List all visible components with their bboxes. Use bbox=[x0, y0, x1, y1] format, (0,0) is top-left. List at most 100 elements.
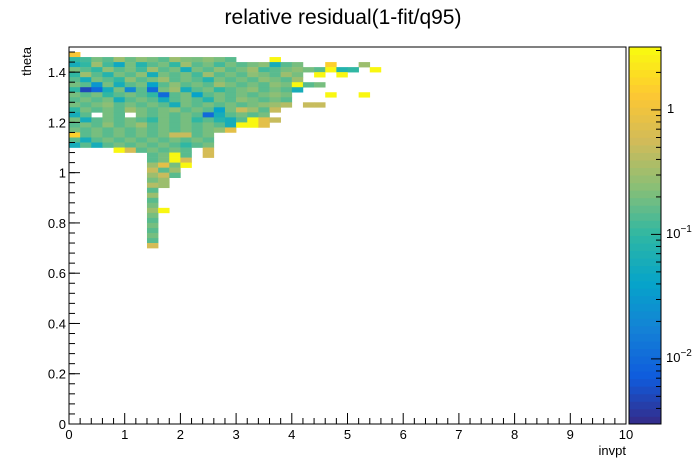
x-tick-label: 5 bbox=[344, 427, 351, 442]
colorbar-band bbox=[629, 250, 661, 259]
x-tick-label: 3 bbox=[232, 427, 239, 442]
heatmap-cell bbox=[158, 172, 170, 178]
heatmap-cell bbox=[202, 82, 215, 88]
heatmap-cell bbox=[146, 157, 159, 163]
heatmap-cell bbox=[158, 107, 170, 113]
heatmap-cell bbox=[202, 137, 215, 143]
heatmap-cell bbox=[169, 67, 181, 73]
heatmap-cell bbox=[236, 97, 248, 103]
heatmap-cell bbox=[102, 87, 114, 93]
heatmap-cell bbox=[91, 62, 103, 68]
heatmap-cell bbox=[258, 67, 270, 73]
heatmap-cell bbox=[202, 127, 215, 133]
heatmap-cell bbox=[135, 62, 148, 68]
heatmap-cell bbox=[146, 87, 159, 93]
heatmap-cell bbox=[302, 82, 315, 88]
colorbar-band bbox=[629, 393, 661, 402]
heatmap-cell bbox=[213, 127, 226, 133]
colorbar-band bbox=[629, 92, 661, 101]
heatmap-cell bbox=[202, 97, 215, 103]
heatmap-cell bbox=[124, 102, 137, 108]
heatmap-cell bbox=[202, 112, 215, 118]
heatmap-cell bbox=[146, 137, 159, 143]
heatmap-cell bbox=[80, 72, 92, 78]
heatmap-cell bbox=[146, 107, 159, 113]
heatmap-cell bbox=[258, 97, 270, 103]
colorbar-band bbox=[629, 310, 661, 319]
heatmap-cell bbox=[213, 112, 226, 118]
x-tick-label: 0 bbox=[65, 427, 72, 442]
heatmap-cell bbox=[236, 72, 248, 78]
heatmap-cell bbox=[258, 107, 270, 113]
heatmap-cell bbox=[69, 107, 81, 113]
heatmap-cell bbox=[202, 102, 215, 108]
heatmap-cell bbox=[236, 67, 248, 73]
heatmap-cell bbox=[113, 72, 125, 78]
heatmap-cell bbox=[158, 177, 170, 184]
heatmap-cell bbox=[146, 127, 159, 133]
heatmap-cell bbox=[158, 82, 170, 88]
heatmap-cell bbox=[146, 102, 159, 108]
heatmap-cell bbox=[124, 57, 137, 63]
heatmap-cell bbox=[202, 147, 215, 153]
heatmap-cell bbox=[146, 82, 159, 88]
heatmap-cell bbox=[158, 157, 170, 163]
heatmap-cell bbox=[146, 232, 159, 239]
heatmap-cell bbox=[135, 142, 148, 148]
heatmap-cell bbox=[69, 77, 81, 83]
heatmap-cell bbox=[135, 92, 148, 98]
colorbar-label-1e-1: 10−1 bbox=[666, 224, 692, 241]
heatmap-cell bbox=[213, 62, 226, 68]
heatmap-cell bbox=[224, 127, 237, 133]
heatmap-cell bbox=[124, 82, 137, 88]
heatmap-cell bbox=[191, 87, 203, 93]
colorbar-band bbox=[629, 341, 661, 349]
heatmap-cell bbox=[146, 238, 159, 244]
heatmap-cell bbox=[191, 142, 203, 148]
heatmap-cell bbox=[291, 62, 304, 68]
heatmap-cell bbox=[158, 77, 170, 83]
heatmap-cell bbox=[180, 152, 192, 158]
heatmap-cell bbox=[336, 67, 348, 73]
heatmap-cell bbox=[124, 97, 137, 103]
heatmap-cell bbox=[135, 57, 148, 63]
colorbar-band bbox=[629, 160, 661, 169]
heatmap-cell bbox=[135, 102, 148, 108]
heatmap-cell bbox=[69, 102, 81, 108]
heatmap-cell bbox=[113, 127, 125, 133]
heatmap-cell bbox=[158, 152, 170, 158]
heatmap-cell bbox=[146, 117, 159, 123]
heatmap-cell bbox=[269, 62, 281, 68]
heatmap-cell bbox=[80, 112, 92, 118]
heatmap-cell bbox=[102, 57, 114, 63]
colorbar-band bbox=[629, 243, 661, 251]
heatmap-cell bbox=[202, 117, 215, 123]
heatmap-cell bbox=[180, 142, 192, 148]
y-tick-label: 0 bbox=[59, 417, 66, 432]
heatmap-cell bbox=[113, 142, 125, 148]
colorbar-band bbox=[629, 77, 661, 86]
heatmap-cell bbox=[158, 62, 170, 68]
heatmap-cell bbox=[191, 62, 203, 68]
y-tick-label: 0.4 bbox=[48, 316, 66, 331]
heatmap-cell bbox=[146, 192, 159, 199]
colorbar-frame bbox=[628, 46, 662, 425]
heatmap-cell bbox=[325, 92, 337, 98]
colorbar-band bbox=[629, 122, 661, 131]
heatmap-cell bbox=[247, 122, 259, 128]
heatmap-cell bbox=[169, 167, 181, 173]
heatmap-cell bbox=[158, 182, 170, 189]
heatmap-cell bbox=[202, 92, 215, 98]
heatmap-cell bbox=[146, 167, 159, 173]
heatmap-cell bbox=[325, 67, 337, 73]
heatmap-cell bbox=[113, 82, 125, 88]
heatmap-cell bbox=[258, 87, 270, 93]
heatmap-cell bbox=[269, 102, 281, 108]
heatmap-cell bbox=[224, 107, 237, 113]
heatmap-cell bbox=[169, 87, 181, 93]
heatmap-cell bbox=[191, 127, 203, 133]
heatmap-cell bbox=[258, 102, 270, 108]
heatmap-cell bbox=[180, 62, 192, 68]
heatmap-cell bbox=[180, 107, 192, 113]
heatmap-cell bbox=[80, 127, 92, 133]
